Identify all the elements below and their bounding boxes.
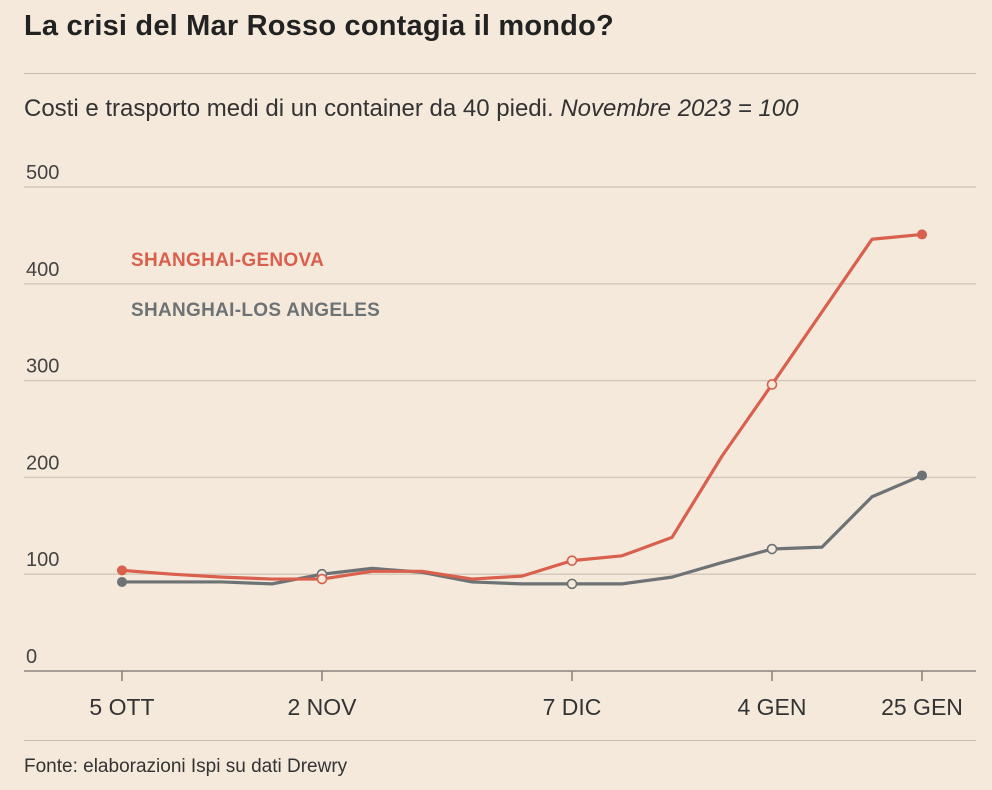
- x-tick-label-3: 4 GEN: [737, 694, 806, 720]
- series-0-end-marker-16: [917, 229, 927, 240]
- series-line-0: [120, 232, 924, 581]
- y-tick-label-300: 300: [26, 356, 59, 378]
- y-tick-label-500: 500: [26, 162, 59, 184]
- y-tick-label-200: 200: [26, 452, 59, 474]
- legend-label-0: SHANGHAI-GENOVA: [131, 250, 324, 271]
- chart-title: La crisi del Mar Rosso contagia il mondo…: [24, 10, 614, 42]
- y-tick-label-100: 100: [26, 549, 59, 571]
- x-tick-label-2: 7 DIC: [543, 694, 602, 720]
- bottom-divider: [24, 740, 976, 741]
- y-tick-label-400: 400: [26, 259, 59, 281]
- subtitle-italic: Novembre 2023 = 100: [560, 95, 799, 122]
- series-0-point-marker-13: [766, 379, 778, 390]
- series-line-1: [120, 473, 924, 586]
- series-1-point-marker-9: [566, 578, 578, 590]
- subtitle-text: Costi e trasporto medi di un container d…: [24, 95, 554, 122]
- x-tick-label-0: 5 OTT: [89, 694, 154, 720]
- top-divider: [24, 73, 976, 74]
- legend-label-1: SHANGHAI-LOS ANGELES: [131, 300, 380, 321]
- series-1-end-marker-16: [917, 470, 927, 481]
- series-1-point-marker-13: [766, 543, 778, 555]
- series-1-end-marker-0: [117, 576, 127, 587]
- x-tick-label-4: 25 GEN: [881, 694, 963, 720]
- chart-subtitle: Costi e trasporto medi di un container d…: [24, 95, 798, 123]
- x-tick-label-1: 2 NOV: [287, 694, 357, 720]
- y-tick-label-0: 0: [26, 646, 37, 668]
- series-0-point-marker-9: [566, 555, 578, 566]
- source-note: Fonte: elaborazioni Ispi su dati Drewry: [24, 756, 348, 777]
- series-0-point-marker-4: [316, 573, 328, 585]
- series-0-end-marker-0: [117, 565, 127, 576]
